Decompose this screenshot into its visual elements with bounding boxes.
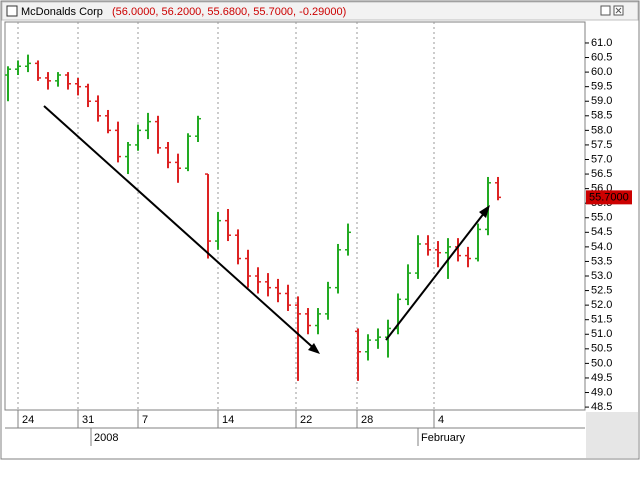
chart-subtitle: (56.0000, 56.2000, 55.6800, 55.7000, -0.…	[112, 6, 346, 18]
close-icon	[615, 7, 622, 14]
x-tick-label: 7	[142, 414, 148, 426]
trend-arrow	[385, 207, 489, 341]
last-price-label: 55.7000	[589, 191, 629, 203]
y-tick-label: 57.5	[591, 139, 612, 151]
y-tick-label: 53.0	[591, 270, 612, 282]
y-tick-label: 49.0	[591, 386, 612, 398]
y-tick-label: 48.5	[591, 401, 612, 413]
y-tick-label: 59.5	[591, 81, 612, 93]
y-tick-label: 56.5	[591, 168, 612, 180]
arrow-head	[479, 205, 490, 218]
last-price-box	[586, 190, 632, 205]
y-tick-label: 49.5	[591, 372, 612, 384]
chart-title: McDonalds Corp	[21, 6, 103, 18]
corner-panel	[586, 412, 638, 458]
trend-arrow	[43, 105, 319, 353]
plot-area	[4, 21, 586, 411]
y-tick-label: 54.0	[591, 241, 612, 253]
y-tick-label: 60.0	[591, 66, 612, 78]
maximize-button[interactable]	[600, 5, 611, 16]
y-tick-label: 50.0	[591, 357, 612, 369]
y-tick-label: 55.0	[591, 212, 612, 224]
y-tick-label: 58.5	[591, 110, 612, 122]
y-tick-label: 52.0	[591, 299, 612, 311]
x-tick-label: 4	[438, 414, 444, 426]
y-tick-label: 60.5	[591, 51, 612, 63]
x-tick-label: 24	[22, 414, 34, 426]
y-tick-label: 58.0	[591, 124, 612, 136]
title-bar	[1, 1, 639, 21]
x-tick-label: 28	[361, 414, 373, 426]
arrow-head	[308, 343, 320, 354]
x-tick-label: 31	[82, 414, 94, 426]
y-tick-label: 59.0	[591, 95, 612, 107]
period-label: February	[421, 432, 466, 444]
window-frame	[0, 0, 640, 460]
y-tick-label: 52.5	[591, 284, 612, 296]
y-tick-label: 50.5	[591, 343, 612, 355]
y-tick-label: 61.0	[591, 37, 612, 49]
y-tick-label: 53.5	[591, 255, 612, 267]
period-label: 2008	[94, 432, 118, 444]
y-tick-label: 54.5	[591, 226, 612, 238]
y-tick-label: 51.0	[591, 328, 612, 340]
x-tick-label: 22	[300, 414, 312, 426]
window-icon	[6, 5, 18, 17]
x-tick-label: 14	[222, 414, 234, 426]
y-tick-label: 51.5	[591, 314, 612, 326]
y-tick-label: 57.0	[591, 153, 612, 165]
